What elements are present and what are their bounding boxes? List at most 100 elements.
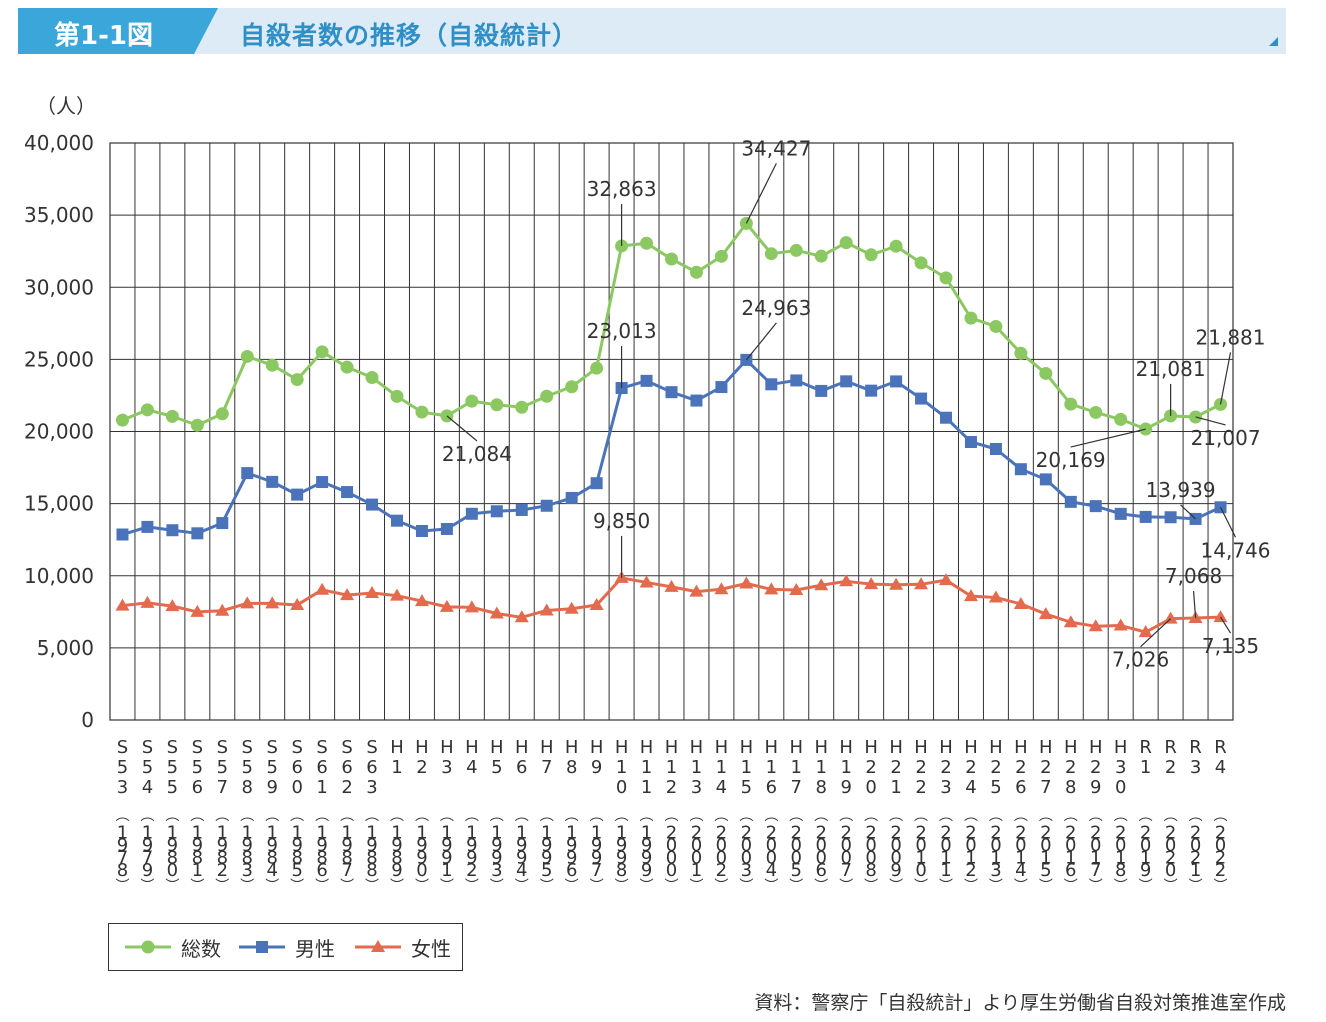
- legend: 総数 男性 女性: [108, 923, 463, 971]
- data-point-total: [839, 236, 853, 250]
- data-point-male: [840, 375, 853, 388]
- x-year-label: ︵ 2 0 1 0 ︶: [914, 808, 928, 895]
- x-year-label: ︵ 1 9 7 8 ︶: [115, 808, 129, 895]
- x-year-label: ︵ 1 9 9 4 ︶: [515, 808, 529, 895]
- data-point-male: [890, 375, 903, 388]
- figure-number-tag: 第1-1図: [18, 8, 218, 54]
- data-point-total: [515, 400, 529, 414]
- annotation-leader: [745, 163, 777, 224]
- y-tick-label: 35,000: [24, 203, 94, 227]
- data-point-total: [689, 265, 703, 279]
- x-year-label: ︵ 1 9 8 8 ︶: [365, 808, 379, 895]
- data-point-male: [266, 475, 279, 488]
- legend-item-male: 男性: [237, 934, 335, 961]
- y-tick-label: 15,000: [24, 492, 94, 516]
- data-point-female: [464, 600, 479, 613]
- data-point-female: [789, 583, 804, 596]
- triangle-marker-icon: [355, 940, 401, 952]
- data-point-total: [215, 407, 229, 421]
- annotation-leader: [1220, 616, 1232, 634]
- x-year-label: ︵ 2 0 0 3 ︶: [739, 808, 753, 895]
- data-point-total: [490, 398, 504, 412]
- data-point-total: [315, 345, 329, 359]
- data-point-male: [216, 517, 229, 530]
- data-point-total: [190, 418, 204, 432]
- x-year-label: ︵ 2 0 1 5 ︶: [1039, 808, 1053, 895]
- data-point-total: [265, 358, 279, 372]
- data-point-female: [1113, 618, 1128, 631]
- x-year-label: ︵ 1 9 9 8 ︶: [615, 808, 629, 895]
- legend-label-total: 総数: [181, 936, 221, 961]
- data-point-female: [115, 598, 130, 611]
- data-point-total: [889, 239, 903, 253]
- figure-header: 第1-1図 自殺者数の推移（自殺統計）: [18, 8, 1286, 54]
- x-year-label: ︵ 2 0 1 1 ︶: [939, 808, 953, 895]
- data-point-female: [539, 603, 554, 616]
- data-point-male: [116, 528, 129, 541]
- annotation-leader: [745, 322, 777, 361]
- data-point-female: [215, 603, 230, 616]
- data-point-female: [564, 601, 579, 614]
- data-point-total: [415, 405, 429, 419]
- x-year-label: ︵ 2 0 1 8 ︶: [1114, 808, 1128, 895]
- data-point-female: [290, 597, 305, 610]
- data-point-female: [589, 597, 604, 610]
- x-year-label: ︵ 1 9 9 0 ︶: [415, 808, 429, 895]
- data-point-male: [765, 378, 778, 391]
- data-point-female: [714, 582, 729, 595]
- data-point-female: [963, 589, 978, 602]
- data-point-female: [439, 599, 454, 612]
- annotation-leader: [1140, 618, 1172, 648]
- data-point-male: [490, 505, 503, 518]
- data-label: 21,007: [1191, 426, 1261, 450]
- data-point-female: [1138, 625, 1153, 638]
- data-point-total: [1114, 412, 1128, 426]
- data-point-male: [565, 491, 578, 504]
- x-year-label: ︵ 2 0 1 7 ︶: [1089, 808, 1103, 895]
- y-tick-label: 0: [81, 708, 94, 732]
- data-point-total: [390, 389, 404, 403]
- data-point-male: [640, 374, 653, 387]
- data-point-female: [1013, 597, 1028, 610]
- legend-label-male: 男性: [295, 936, 335, 961]
- figure-title: 自殺者数の推移（自殺統計）: [240, 21, 579, 50]
- data-label: 13,939: [1146, 478, 1216, 502]
- annotation-leader: [1070, 428, 1146, 448]
- data-point-male: [815, 384, 828, 397]
- data-point-female: [639, 575, 654, 588]
- x-year-label: ︵ 2 0 0 4 ︶: [764, 808, 778, 895]
- data-point-female: [1063, 615, 1078, 628]
- data-point-male: [665, 386, 678, 399]
- x-year-label: ︵ 2 0 1 4 ︶: [1014, 808, 1028, 895]
- x-year-label: ︵ 1 9 7 9 ︶: [140, 808, 154, 895]
- y-axis-unit: （人）: [36, 94, 96, 118]
- source-note: 資料：警察庁「自殺統計」より厚生労働省自殺対策推進室作成: [754, 992, 1286, 1014]
- data-point-male: [790, 374, 803, 387]
- x-year-label: ︵ 2 0 2 1 ︶: [1189, 808, 1203, 895]
- data-point-female: [864, 577, 879, 590]
- data-point-female: [514, 610, 529, 623]
- data-point-male: [1139, 510, 1152, 523]
- data-point-male: [515, 503, 528, 516]
- data-point-male: [465, 507, 478, 520]
- x-year-label: ︵ 2 0 2 2 ︶: [1214, 808, 1228, 895]
- data-point-female: [389, 588, 404, 601]
